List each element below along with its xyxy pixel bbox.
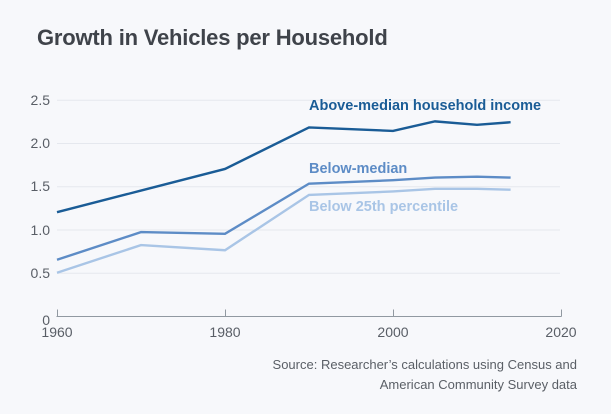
source-note: Source: Researcher’s calculations using … — [273, 355, 577, 395]
x-axis-tick-label: 2000 — [377, 324, 409, 340]
x-axis-tick-label: 1980 — [209, 324, 241, 340]
y-axis-tick-label: 2.5 — [30, 91, 50, 108]
series-label-below-median: Below-median — [309, 161, 408, 177]
source-note-line1: Source: Researcher’s calculations using … — [272, 357, 577, 372]
y-axis-tick-label: 0 — [42, 312, 50, 328]
y-axis-tick-label: 2.0 — [30, 135, 50, 151]
series-line-below-25th-percentile — [56, 187, 511, 274]
series-line-above-median-household-income — [56, 120, 511, 214]
y-axis-tick-label: 1.0 — [30, 221, 50, 238]
chart-title: Growth in Vehicles per Household — [37, 25, 388, 50]
series-label-below-25th-percentile: Below 25th percentile — [309, 199, 459, 215]
y-axis-tick-label: 0.5 — [30, 264, 50, 281]
source-note-line2: American Community Survey data — [379, 377, 577, 392]
series-label-above-median: Above-median household income — [309, 98, 542, 114]
series-line-below-median — [56, 175, 511, 261]
x-axis-tick-label: 2020 — [545, 324, 577, 340]
y-axis-tick-label: 1.5 — [30, 178, 50, 195]
x-axis-tick-label: 1960 — [41, 324, 73, 340]
